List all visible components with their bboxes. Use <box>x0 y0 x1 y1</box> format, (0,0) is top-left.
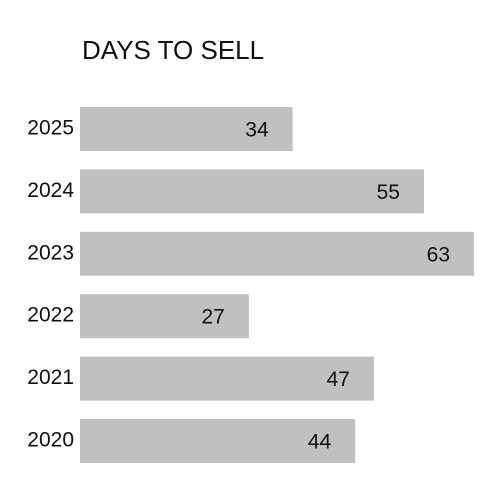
category-label: 2024 <box>27 179 74 202</box>
category-label: 2023 <box>27 241 74 264</box>
value-label: 27 <box>201 306 224 329</box>
value-label: 55 <box>377 181 400 204</box>
value-label: 63 <box>427 243 450 266</box>
bar <box>80 356 374 401</box>
bar <box>80 419 356 463</box>
chart-title: DAYS TO SELL <box>82 35 264 65</box>
category-label: 2025 <box>27 117 74 140</box>
category-label: 2020 <box>27 429 74 452</box>
value-label: 34 <box>245 119 269 142</box>
category-label: 2021 <box>27 366 74 389</box>
bar <box>80 107 293 151</box>
bar <box>80 231 474 276</box>
bar <box>80 169 424 214</box>
category-label: 2022 <box>27 304 74 327</box>
value-label: 47 <box>327 368 350 391</box>
bar <box>80 294 249 339</box>
value-label: 44 <box>308 431 332 454</box>
